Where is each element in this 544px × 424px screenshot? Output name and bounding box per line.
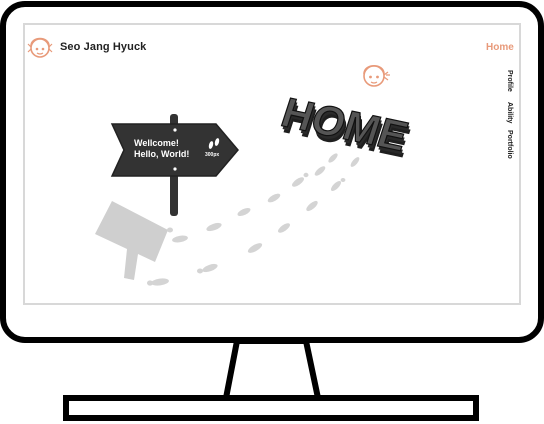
sign-line-2: Hello, World! (134, 149, 190, 159)
nav-ability-link[interactable]: Ability (506, 102, 513, 124)
footprints-icon (208, 138, 220, 149)
sign-board (110, 123, 239, 177)
sign-text: Wellcome! Hello, World! (134, 138, 189, 160)
nav-portfolio-link[interactable]: Portfolio (506, 130, 513, 159)
sign-line-1: Wellcome! (134, 138, 179, 148)
nav-profile-link[interactable]: Profile (506, 70, 513, 92)
face-logo-icon[interactable] (27, 37, 53, 58)
website-content: HOME HOME HOME (27, 37, 416, 286)
monitor-base (63, 395, 479, 421)
home-3d-block: HOME HOME HOME (275, 88, 415, 166)
sign-distance: 300px (205, 152, 220, 158)
screen-area (23, 23, 521, 305)
face-logo-icon (363, 64, 390, 87)
sign-shadow (95, 201, 168, 280)
footprints-trail (147, 153, 360, 286)
site-title[interactable]: Seo Jang Hyuck (60, 41, 147, 53)
signpost (110, 114, 239, 216)
nav-home-link[interactable]: Home (486, 42, 514, 53)
monitor-stand (223, 338, 321, 401)
